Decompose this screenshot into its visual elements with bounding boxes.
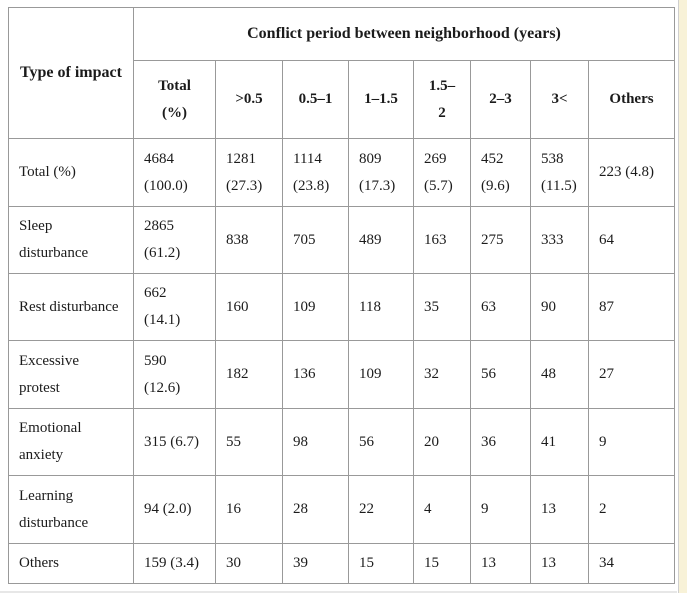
data-cell: 333 xyxy=(530,206,589,274)
col-header-total: Total (%) xyxy=(133,60,216,139)
data-cell: 32 xyxy=(413,340,471,409)
data-cell: 34 xyxy=(587,543,676,584)
row-label: Learning disturbance xyxy=(8,475,134,544)
data-cell: 182 xyxy=(215,340,283,409)
data-cell: 35 xyxy=(413,273,471,341)
header-row-columns: Total (%) >0.5 0.5–1 1–1.5 1.5–2 2–3 3< … xyxy=(9,60,676,139)
data-cell: 2 xyxy=(587,475,676,544)
data-cell: 159 (3.4) xyxy=(133,543,216,584)
table-row: Rest disturbance 662 (14.1) 160 109 118 … xyxy=(8,273,676,341)
data-cell: 56 xyxy=(348,408,414,476)
data-cell: 269 (5.7) xyxy=(413,138,471,207)
data-cell: 489 xyxy=(348,206,414,274)
data-cell: 109 xyxy=(348,340,414,409)
data-cell: 87 xyxy=(587,273,676,341)
table-row: Emotional anxiety 315 (6.7) 55 98 56 20 … xyxy=(8,408,676,476)
table-row: Others 159 (3.4) 30 39 15 15 13 13 34 xyxy=(8,543,676,584)
data-cell: 163 xyxy=(413,206,471,274)
col-header-1-15: 1–1.5 xyxy=(348,60,414,139)
data-cell: 160 xyxy=(215,273,283,341)
col-header-others: Others xyxy=(587,60,676,139)
page-edge-strip xyxy=(678,0,687,593)
data-cell: 809 (17.3) xyxy=(348,138,414,207)
row-label: Total (%) xyxy=(8,138,134,207)
data-cell: 36 xyxy=(470,408,531,476)
bottom-edge-shadow xyxy=(0,591,677,593)
data-cell: 275 xyxy=(470,206,531,274)
col-header-gt05: >0.5 xyxy=(215,60,283,139)
data-cell: 98 xyxy=(282,408,349,476)
data-cell: 838 xyxy=(215,206,283,274)
data-cell: 63 xyxy=(470,273,531,341)
data-cell: 452 (9.6) xyxy=(470,138,531,207)
col-header-3lt: 3< xyxy=(530,60,589,139)
data-cell: 136 xyxy=(282,340,349,409)
impact-table: Type of impact Conflict period between n… xyxy=(8,7,676,584)
table-row: Total (%) 4684 (100.0) 1281 (27.3) 1114 … xyxy=(8,138,676,207)
data-cell: 2865 (61.2) xyxy=(133,206,216,274)
row-label: Others xyxy=(8,543,134,584)
data-cell: 22 xyxy=(348,475,414,544)
data-cell: 9 xyxy=(587,408,676,476)
data-cell: 16 xyxy=(215,475,283,544)
data-cell: 1281 (27.3) xyxy=(215,138,283,207)
data-cell: 41 xyxy=(530,408,589,476)
data-cell: 90 xyxy=(530,273,589,341)
data-cell: 4 xyxy=(413,475,471,544)
data-cell: 28 xyxy=(282,475,349,544)
data-cell: 315 (6.7) xyxy=(133,408,216,476)
table-row: Learning disturbance 94 (2.0) 16 28 22 4… xyxy=(8,475,676,544)
data-cell: 118 xyxy=(348,273,414,341)
data-cell: 109 xyxy=(282,273,349,341)
table-body: Total (%) 4684 (100.0) 1281 (27.3) 1114 … xyxy=(8,138,676,584)
data-cell: 705 xyxy=(282,206,349,274)
row-label: Excessive protest xyxy=(8,340,134,409)
data-cell: 590 (12.6) xyxy=(133,340,216,409)
data-cell: 15 xyxy=(413,543,471,584)
data-cell: 9 xyxy=(470,475,531,544)
row-label: Emotional anxiety xyxy=(8,408,134,476)
table-header: Type of impact Conflict period between n… xyxy=(8,7,676,139)
data-cell: 30 xyxy=(215,543,283,584)
data-cell: 94 (2.0) xyxy=(133,475,216,544)
data-cell: 13 xyxy=(530,543,589,584)
col-header-2-3: 2–3 xyxy=(470,60,531,139)
data-cell: 48 xyxy=(530,340,589,409)
col-header-05-1: 0.5–1 xyxy=(282,60,349,139)
data-cell: 4684 (100.0) xyxy=(133,138,216,207)
row-label: Sleep disturbance xyxy=(8,206,134,274)
data-cell: 13 xyxy=(530,475,589,544)
data-cell: 538 (11.5) xyxy=(530,138,589,207)
header-row-group: Type of impact Conflict period between n… xyxy=(8,7,676,139)
table-row: Sleep disturbance 2865 (61.2) 838 705 48… xyxy=(8,206,676,274)
data-cell: 64 xyxy=(587,206,676,274)
group-header: Conflict period between neighborhood (ye… xyxy=(132,7,676,61)
row-label: Rest disturbance xyxy=(8,273,134,341)
data-cell: 56 xyxy=(470,340,531,409)
data-cell: 1114 (23.8) xyxy=(282,138,349,207)
table-row: Excessive protest 590 (12.6) 182 136 109… xyxy=(8,340,676,409)
col-header-15-2: 1.5–2 xyxy=(413,60,471,139)
data-cell: 20 xyxy=(413,408,471,476)
data-cell: 13 xyxy=(470,543,531,584)
data-cell: 15 xyxy=(348,543,414,584)
data-cell: 27 xyxy=(587,340,676,409)
data-cell: 662 (14.1) xyxy=(133,273,216,341)
data-cell: 223 (4.8) xyxy=(587,138,676,207)
corner-header: Type of impact xyxy=(8,7,134,139)
data-cell: 55 xyxy=(215,408,283,476)
data-cell: 39 xyxy=(282,543,349,584)
